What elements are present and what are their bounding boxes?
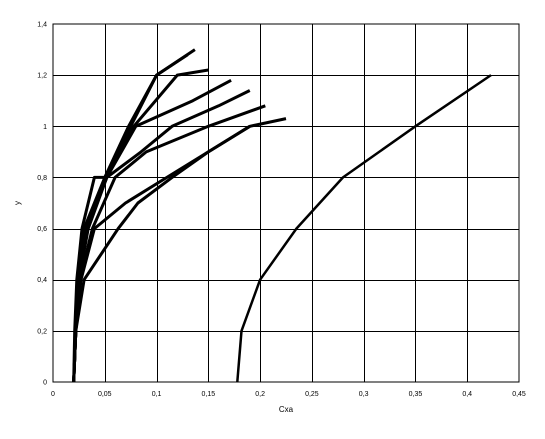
y-tick-label: 1,4 [37, 22, 47, 29]
x-axis-label: Cxa [279, 405, 294, 414]
y-tick-label: 0,2 [37, 328, 47, 335]
x-tick-label: 0,1 [152, 391, 162, 398]
y-axis-label: y [13, 201, 22, 205]
x-tick-label: 0,45 [512, 391, 526, 398]
x-axis-ticks: 0 0,05 0,1 0,15 0,2 0,25 0,3 0,35 0,4 0,45 [51, 391, 526, 398]
plot-area [52, 23, 520, 383]
y-tick-label: 1,2 [37, 73, 47, 80]
series-line-8 [72, 125, 251, 383]
y-tick-label: 0,4 [37, 277, 47, 284]
y-tick-label: 1 [43, 124, 47, 131]
y-tick-label: 0 [43, 380, 47, 387]
x-tick-label: 0,35 [409, 391, 423, 398]
x-tick-label: 0,05 [98, 391, 112, 398]
vertical-gridlines [105, 24, 468, 382]
y-tick-label: 0,6 [37, 226, 47, 233]
x-tick-label: 0,25 [305, 391, 319, 398]
x-tick-label: 0 [51, 391, 55, 398]
x-tick-label: 0,3 [359, 391, 369, 398]
series-layer [72, 48, 492, 383]
series-line-9 [236, 74, 492, 383]
horizontal-gridlines [53, 75, 519, 332]
x-tick-label: 0,15 [202, 391, 216, 398]
x-tick-label: 0,2 [255, 391, 265, 398]
x-tick-label: 0,4 [462, 391, 472, 398]
y-axis-ticks: 0 0,2 0,4 0,6 0,8 1 1,2 1,4 [37, 22, 47, 387]
y-tick-label: 0,8 [37, 175, 47, 182]
